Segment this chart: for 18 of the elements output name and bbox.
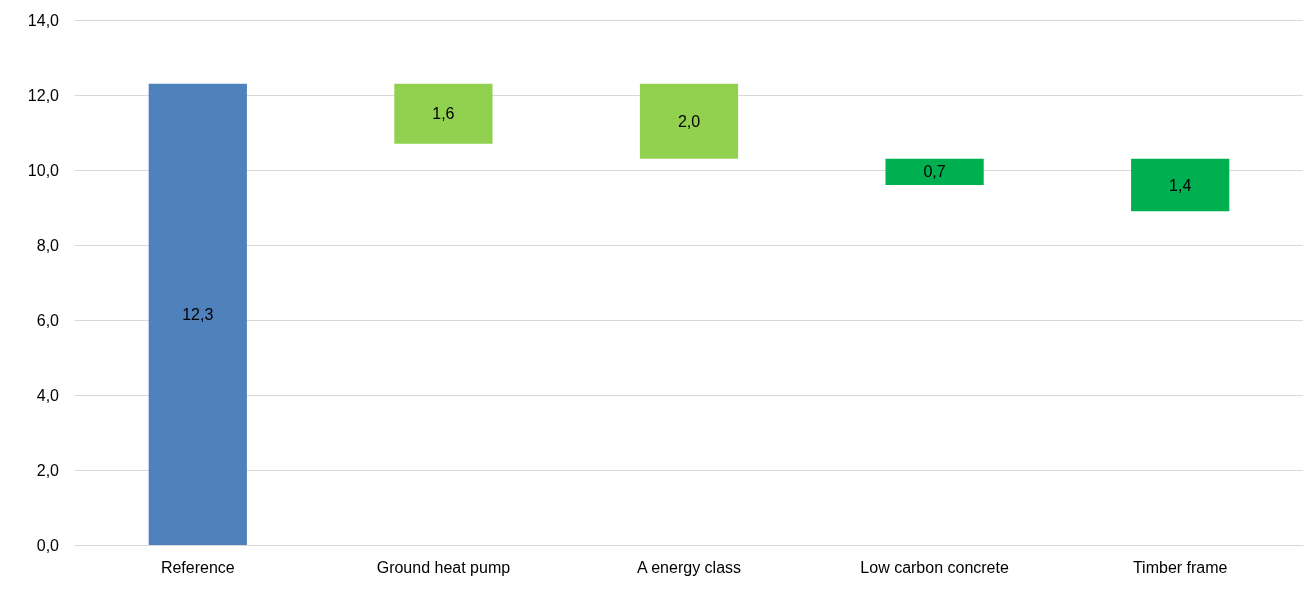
x-tick-label: Low carbon concrete (860, 558, 1009, 576)
x-tick-label: Reference (160, 558, 235, 576)
data-label: 1,6 (432, 105, 455, 123)
y-tick-label: 2,0 (36, 461, 60, 479)
y-tick-label: 14,0 (27, 11, 60, 29)
data-label: 2,0 (677, 112, 701, 130)
x-tick-label: A energy class (636, 558, 742, 576)
x-tick-label: Ground heat pump (376, 558, 511, 576)
y-tick-label: 4,0 (36, 386, 60, 404)
y-tick-label: 0,0 (36, 536, 60, 554)
x-tick-label: Timber frame (1132, 558, 1228, 576)
y-tick-label: 10,0 (27, 161, 60, 179)
y-tick-label: 6,0 (36, 311, 60, 329)
data-label: 1,4 (1169, 176, 1192, 194)
data-label: 12,3 (182, 305, 214, 323)
y-tick-label: 12,0 (27, 86, 60, 104)
y-tick-label: 8,0 (36, 236, 60, 254)
data-label: 0,7 (923, 163, 946, 181)
